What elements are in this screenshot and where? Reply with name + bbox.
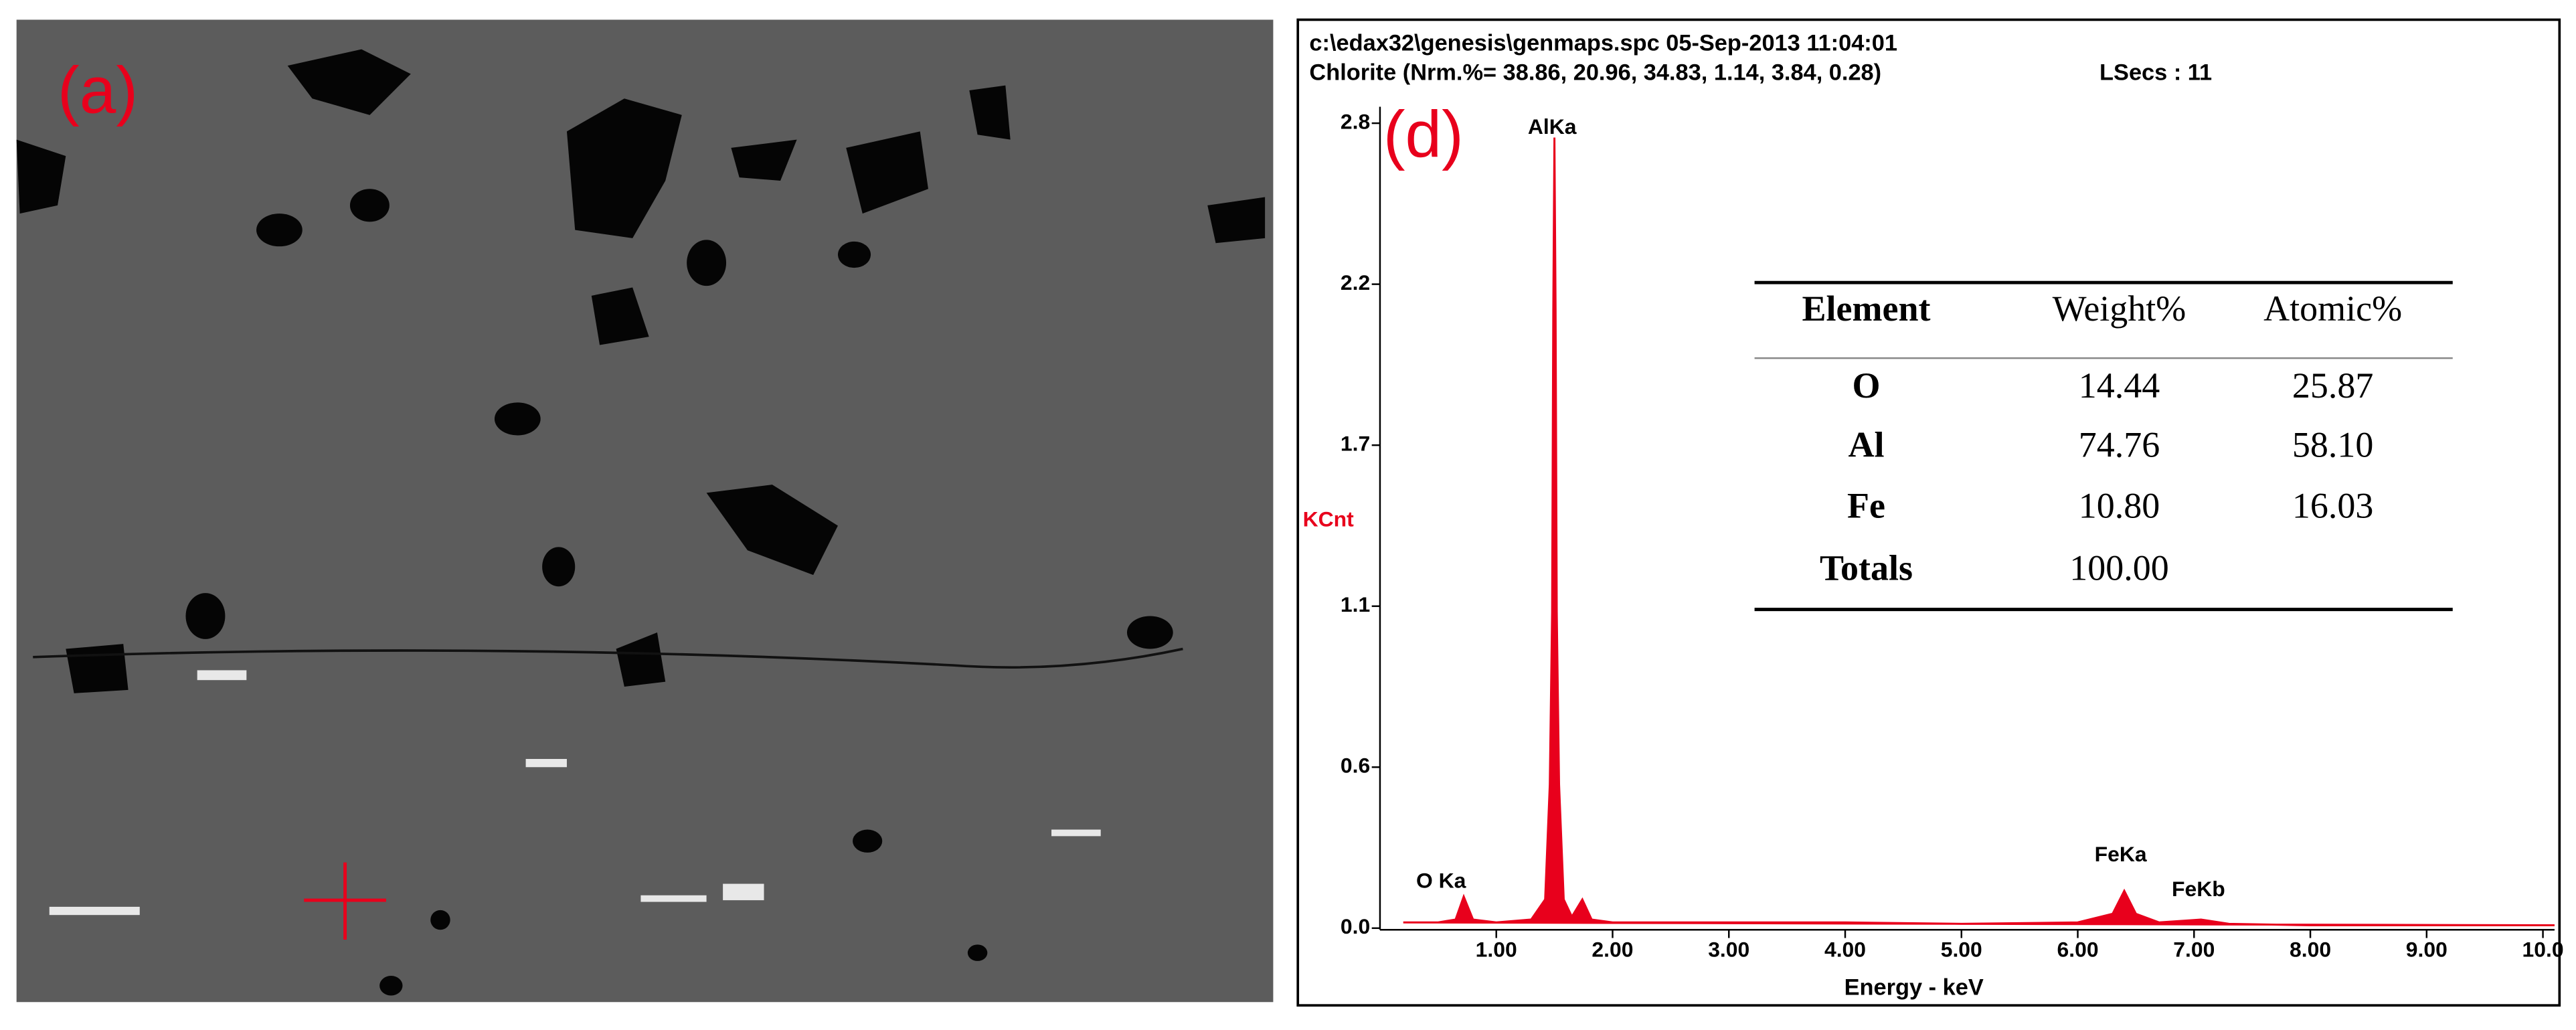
panel-label: (a) [58,53,138,126]
y-tick-label: 1.1 [1341,592,1370,616]
table-cell: 100.00 [2069,548,2169,588]
table-cell: O [1852,365,1880,406]
y-tick-label: 0.0 [1341,914,1370,938]
x-tick-label: 1.00 [1476,938,1517,962]
header-line: Chlorite (Nrm.%= 38.86, 20.96, 34.83, 1.… [1309,60,1881,86]
x-axis-label: Energy - keV [1844,975,1984,1001]
data-table [1754,280,2453,612]
sem-marker [304,862,386,940]
y-tick-label: 2.2 [1341,270,1370,294]
x-tick-label: 6.00 [2057,938,2098,962]
table-cell: Fe [1847,485,1885,525]
peak-label: FeKb [2172,877,2225,901]
table-cell: Al [1849,424,1885,464]
y-axis-label: KCnt [1303,507,1355,531]
x-tick-label: 3.00 [1708,938,1749,962]
y-tick-label: 2.8 [1341,110,1370,134]
y-tick-label: 0.6 [1341,754,1370,778]
peak-label: FeKa [2095,842,2147,866]
table-cell: 16.03 [2292,485,2374,525]
table-header: Element [1802,288,1931,329]
table-cell: 58.10 [2292,424,2374,464]
peak-label: AlKa [1528,114,1577,139]
table-header: Atomic% [2263,288,2402,329]
x-tick-label: 4.00 [1824,938,1866,962]
sem-pores [16,49,1266,996]
peak-label: O Ka [1416,869,1466,893]
table-cell: 10.80 [2079,485,2160,525]
x-tick-label: 10.0 [2522,938,2564,962]
table-header: Weight% [2053,288,2186,329]
header-lsecs: LSecs : 11 [2099,60,2212,86]
table-cell: 25.87 [2292,365,2374,406]
y-tick-label: 1.7 [1341,432,1370,456]
spectrum-frame [1296,18,2561,1007]
header-line: c:\edax32\genesis\genmaps.spc 05-Sep-201… [1309,30,1897,56]
panel-label: (d) [1383,98,1464,171]
table-cell: 14.44 [2079,365,2160,406]
x-tick-label: 2.00 [1592,938,1633,962]
sem-inclusions [49,670,1101,916]
x-tick-label: 9.00 [2406,938,2448,962]
sem-crack [33,647,1183,669]
spectrum [1403,137,2555,926]
x-tick-label: 5.00 [1941,938,1982,962]
x-tick-label: 7.00 [2173,938,2215,962]
table-cell: 74.76 [2079,424,2160,464]
x-tick-label: 8.00 [2290,938,2331,962]
table-cell: Totals [1820,548,1913,588]
